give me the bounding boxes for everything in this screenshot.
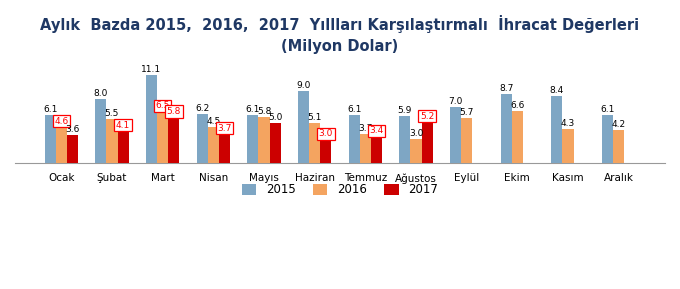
Bar (67, 134, 78, 163)
Text: 11.1: 11.1 (141, 64, 162, 74)
Text: 4.1: 4.1 (116, 121, 131, 129)
Text: 3.7: 3.7 (358, 124, 373, 133)
Title: Aylık  Bazda 2015,  2016,  2017  Yıllları Karşılaştırmalı  İhracat Değerleri
(Mi: Aylık Bazda 2015, 2016, 2017 Yıllları Ka… (40, 15, 640, 54)
Bar (248, 114, 258, 163)
Text: 5.7: 5.7 (460, 108, 474, 117)
Bar (399, 116, 411, 163)
Bar (320, 139, 331, 163)
Text: 5.2: 5.2 (420, 112, 435, 121)
Bar (106, 119, 118, 163)
Text: 5.0: 5.0 (268, 113, 282, 122)
Bar (298, 91, 309, 163)
Bar (461, 118, 473, 163)
Bar (269, 123, 281, 163)
Bar (95, 99, 106, 163)
Text: 4.2: 4.2 (612, 120, 626, 129)
Legend: 2015, 2016, 2017: 2015, 2016, 2017 (237, 179, 443, 201)
Text: 6.6: 6.6 (510, 101, 524, 110)
Text: 6.1: 6.1 (347, 105, 361, 114)
Text: 7.0: 7.0 (448, 97, 462, 106)
Bar (197, 114, 207, 163)
Text: 3.7: 3.7 (218, 124, 232, 133)
Bar (512, 110, 523, 163)
Bar (613, 130, 624, 163)
Text: 5.5: 5.5 (105, 109, 119, 118)
Bar (360, 134, 371, 163)
Bar (450, 107, 461, 163)
Text: 5.8: 5.8 (167, 107, 181, 116)
Bar (551, 96, 562, 163)
Bar (157, 111, 168, 163)
Text: 6.1: 6.1 (245, 105, 260, 114)
Bar (56, 127, 67, 163)
Bar (146, 75, 157, 163)
Bar (349, 114, 360, 163)
Bar (602, 114, 613, 163)
Bar (371, 136, 382, 163)
Text: 3.0: 3.0 (409, 129, 423, 138)
Text: 5.8: 5.8 (257, 107, 271, 116)
Text: 8.4: 8.4 (549, 86, 564, 95)
Text: 9.0: 9.0 (296, 81, 311, 90)
Text: 6.1: 6.1 (43, 105, 57, 114)
Text: 6.1: 6.1 (600, 105, 615, 114)
Bar (411, 139, 422, 163)
Bar (562, 129, 574, 163)
Text: 3.4: 3.4 (369, 126, 384, 135)
Text: 8.7: 8.7 (499, 84, 513, 93)
Text: 5.9: 5.9 (398, 106, 412, 115)
Text: 3.6: 3.6 (65, 125, 80, 134)
Bar (258, 117, 269, 163)
Bar (207, 127, 219, 163)
Bar (168, 117, 180, 163)
Bar (45, 114, 56, 163)
Text: 8.0: 8.0 (94, 89, 108, 98)
Text: 6.5: 6.5 (156, 101, 170, 110)
Text: 4.6: 4.6 (54, 116, 69, 125)
Text: 4.3: 4.3 (561, 119, 575, 128)
Bar (500, 94, 512, 163)
Text: 3.0: 3.0 (319, 129, 333, 138)
Bar (422, 122, 432, 163)
Text: 5.1: 5.1 (307, 112, 322, 122)
Text: 6.2: 6.2 (195, 104, 209, 113)
Bar (309, 123, 320, 163)
Text: 4.5: 4.5 (206, 117, 220, 126)
Bar (219, 134, 230, 163)
Bar (118, 131, 129, 163)
